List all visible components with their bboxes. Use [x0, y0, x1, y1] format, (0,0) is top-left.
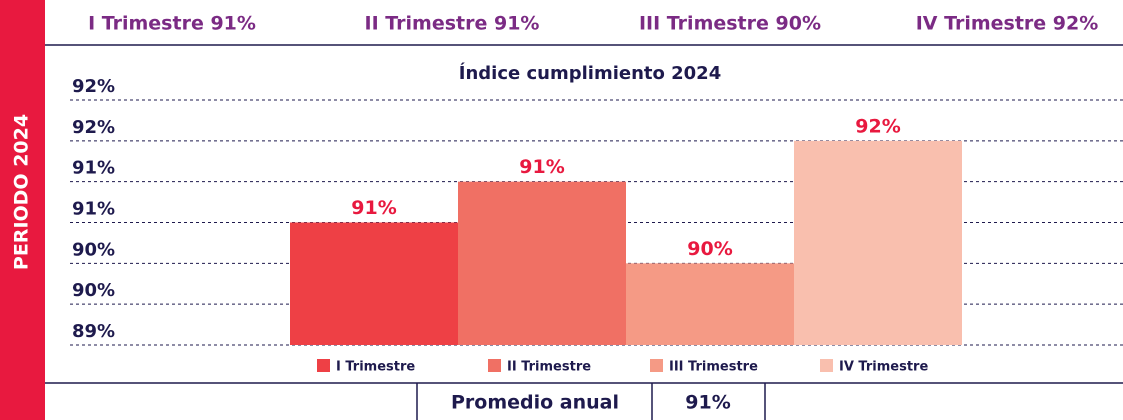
- y-tick-label: 91%: [72, 158, 115, 179]
- y-tick-label: 90%: [72, 239, 115, 260]
- footer-value: 91%: [685, 392, 730, 414]
- bar: [626, 263, 794, 345]
- value-label: 90%: [687, 238, 732, 260]
- header-cell: I Trimestre 91%: [88, 13, 256, 35]
- y-tick-label: 90%: [72, 280, 115, 301]
- bar: [290, 222, 458, 345]
- bar: [458, 181, 626, 345]
- legend-swatch: [488, 359, 501, 372]
- header-cell: II Trimestre 91%: [365, 13, 540, 35]
- y-tick-label: 92%: [72, 117, 115, 138]
- side-band: [0, 0, 45, 420]
- y-tick-label: 89%: [72, 321, 115, 342]
- header-cell: III Trimestre 90%: [639, 13, 821, 35]
- y-tick-label: 92%: [72, 76, 115, 97]
- value-label: 92%: [855, 115, 900, 137]
- side-label: PERIODO 2024: [11, 114, 33, 270]
- legend-swatch: [820, 359, 833, 372]
- legend-swatch: [650, 359, 663, 372]
- legend-label: II Trimestre: [507, 360, 591, 375]
- header-cell: IV Trimestre 92%: [916, 13, 1099, 35]
- value-label: 91%: [519, 156, 564, 178]
- legend-label: III Trimestre: [669, 360, 758, 375]
- legend-swatch: [317, 359, 330, 372]
- footer-label: Promedio anual: [451, 392, 619, 414]
- y-tick-label: 91%: [72, 199, 115, 220]
- chart-title: Índice cumplimiento 2024: [459, 62, 721, 84]
- legend-label: I Trimestre: [336, 360, 415, 375]
- bar: [794, 140, 962, 345]
- legend-label: IV Trimestre: [839, 360, 928, 375]
- value-label: 91%: [351, 197, 396, 219]
